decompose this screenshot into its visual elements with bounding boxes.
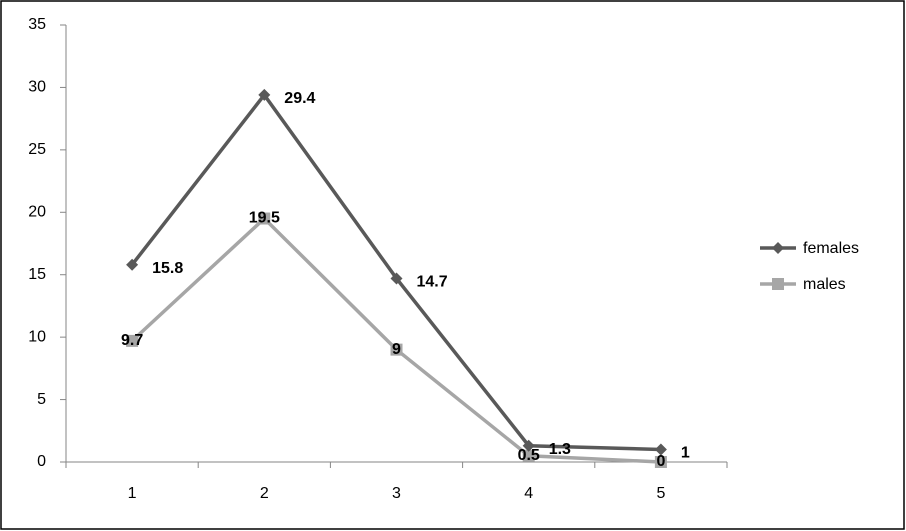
x-tick-label: 4 — [524, 485, 533, 502]
data-label: 14.7 — [417, 274, 448, 291]
y-tick-label: 35 — [28, 16, 46, 33]
y-tick-label: 30 — [28, 79, 46, 96]
point — [258, 212, 271, 225]
point — [258, 88, 271, 101]
legend-label: males — [803, 276, 846, 293]
legend-marker — [772, 242, 784, 254]
data-label: 1.3 — [549, 441, 571, 458]
point — [390, 272, 403, 285]
data-label: 15.8 — [152, 260, 183, 277]
point — [126, 334, 139, 347]
legend-label: females — [803, 240, 859, 257]
x-tick-label: 2 — [260, 485, 269, 502]
legend-marker — [772, 278, 784, 290]
data-label: 9 — [392, 341, 401, 358]
data-label: 9.7 — [121, 332, 143, 349]
y-tick-label: 0 — [37, 453, 46, 470]
y-tick-label: 5 — [37, 391, 46, 408]
data-label: 1 — [681, 445, 690, 462]
point — [654, 443, 667, 456]
data-label: 0.5 — [518, 447, 540, 464]
point — [654, 456, 667, 468]
x-tick-label: 3 — [392, 485, 401, 502]
y-tick-label: 15 — [28, 266, 46, 283]
data-label: 19.5 — [249, 210, 280, 227]
point — [390, 343, 403, 356]
point — [522, 439, 535, 452]
y-tick-label: 25 — [28, 141, 46, 158]
data-label: 29.4 — [284, 90, 315, 107]
data-label: 0 — [656, 453, 665, 470]
y-tick-label: 20 — [28, 204, 46, 221]
point — [126, 258, 139, 271]
x-tick-label: 5 — [656, 485, 665, 502]
y-tick-label: 10 — [28, 328, 46, 345]
x-tick-label: 1 — [128, 485, 137, 502]
point — [522, 449, 535, 462]
